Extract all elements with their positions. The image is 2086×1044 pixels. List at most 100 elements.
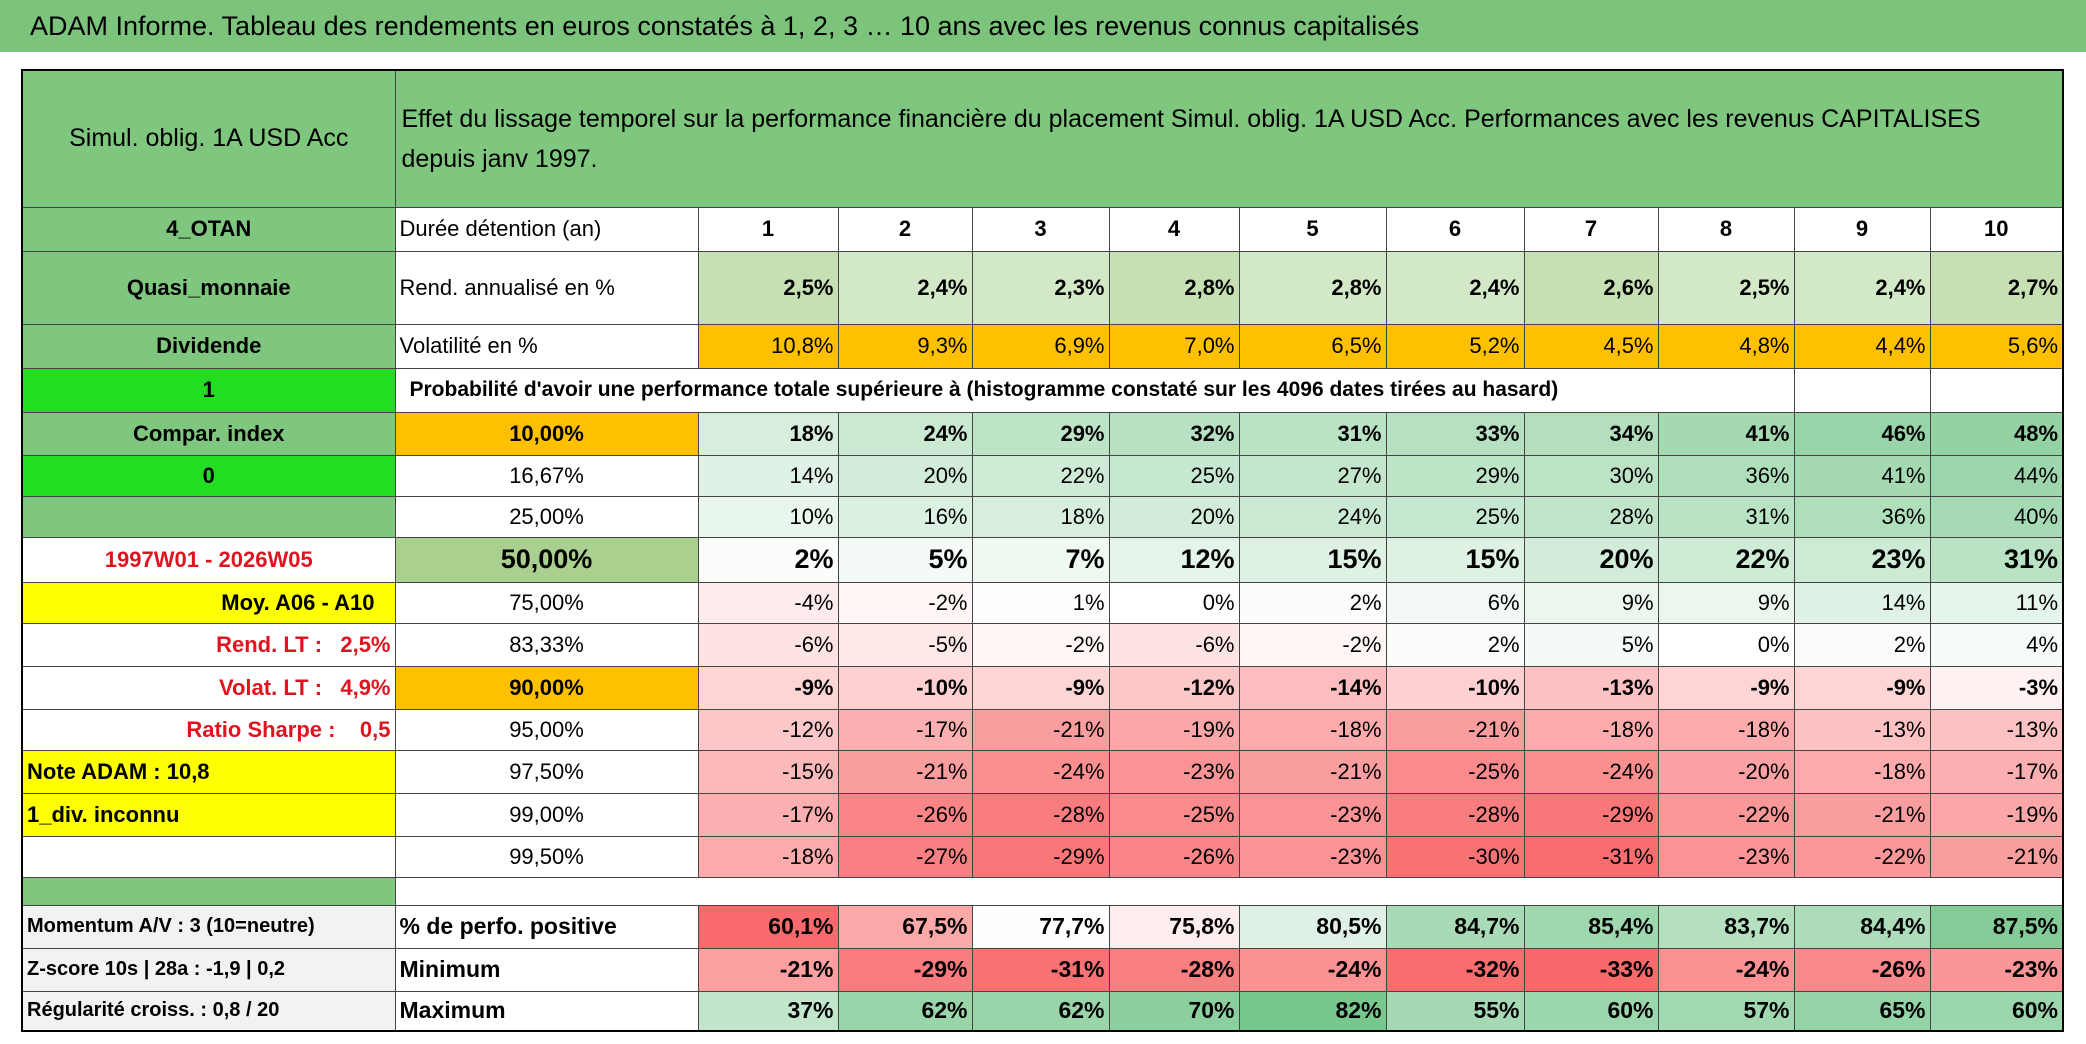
value-cell: 34% <box>1523 411 1659 456</box>
row-label: Minimum <box>394 947 699 992</box>
value-cell: -26% <box>1793 947 1931 992</box>
value-cell: 9% <box>1523 581 1659 624</box>
row-label: % de perfo. positive <box>394 904 699 949</box>
value-cell: -18% <box>1657 708 1795 751</box>
value-cell: 70% <box>1108 990 1240 1032</box>
value-cell: 75,8% <box>1108 904 1240 949</box>
row-label: 99,00% <box>394 792 699 837</box>
value-cell: -13% <box>1523 665 1659 710</box>
value-cell: 6 <box>1385 206 1525 252</box>
table-row: 1_div. inconnu 99,00% -17% -26% -28% -25% -23%… <box>21 792 2064 837</box>
value-cell: 82% <box>1238 990 1387 1032</box>
value-cell: 14% <box>697 454 839 497</box>
value-cell: 65% <box>1793 990 1931 1032</box>
value-cell: 2,8% <box>1238 250 1387 325</box>
row-label: Durée détention (an) <box>394 206 699 252</box>
value-cell: 9% <box>1657 581 1795 624</box>
summary-side: Momentum A/V : 3 (10=neutre) <box>21 904 396 949</box>
value-cell: 20% <box>837 454 973 497</box>
value-cell: 10% <box>697 495 839 538</box>
value-cell: 62% <box>837 990 973 1032</box>
value-cell: -33% <box>1523 947 1659 992</box>
value-cell: -25% <box>1108 792 1240 837</box>
value-cell: 33% <box>1385 411 1525 456</box>
value-cell: -18% <box>697 835 839 878</box>
row-label: 97,50% <box>394 749 699 794</box>
table-row: Quasi_monnaie Rend. annualisé en % 2,5% 2,4… <box>21 250 2064 325</box>
value-cell: -29% <box>971 835 1110 878</box>
value-cell: -21% <box>1793 792 1931 837</box>
value-cell: 2,3% <box>971 250 1110 325</box>
table-row: Ratio Sharpe : 0,5 95,00% -12% -17% -21% -19%… <box>21 708 2064 751</box>
side-cell: 0 <box>21 454 396 497</box>
value-cell: 18% <box>697 411 839 456</box>
value-cell: 24% <box>837 411 973 456</box>
value-cell: 3 <box>971 206 1110 252</box>
value-cell: 84,7% <box>1385 904 1525 949</box>
value-cell: 41% <box>1793 454 1931 497</box>
value-cell: -4% <box>697 581 839 624</box>
value-cell: -30% <box>1385 835 1525 878</box>
value-cell: 2% <box>697 536 839 583</box>
value-cell: -5% <box>837 622 973 667</box>
value-cell: -18% <box>1523 708 1659 751</box>
value-cell: -28% <box>971 792 1110 837</box>
side-cell: 1997W01 - 2026W05 <box>21 536 396 583</box>
value-cell: 20% <box>1523 536 1659 583</box>
value-cell: 10 <box>1929 206 2064 252</box>
value-cell: -10% <box>1385 665 1525 710</box>
value-cell: 7,0% <box>1108 323 1240 369</box>
value-cell: -6% <box>697 622 839 667</box>
value-cell: 2% <box>1238 581 1387 624</box>
value-cell: -29% <box>837 947 973 992</box>
value-cell: 27% <box>1238 454 1387 497</box>
value-cell: 80,5% <box>1238 904 1387 949</box>
side-cell: Note ADAM : 10,8 <box>21 749 396 794</box>
table-row: Note ADAM : 10,8 97,50% -15% -21% -24% -23% -2… <box>21 749 2064 794</box>
value-cell: 48% <box>1929 411 2064 456</box>
value-cell: 5,2% <box>1385 323 1525 369</box>
value-cell: 1% <box>971 581 1110 624</box>
value-cell: -23% <box>1108 749 1240 794</box>
value-cell: 23% <box>1793 536 1931 583</box>
value-cell: 46% <box>1793 411 1931 456</box>
description: Effet du lissage temporel sur la perform… <box>394 69 2064 208</box>
value-cell: -22% <box>1793 835 1931 878</box>
summary-row: Régularité croiss. : 0,8 / 20 Maximum 37% 6… <box>21 990 2064 1032</box>
value-cell: 57% <box>1657 990 1795 1032</box>
value-cell: -2% <box>971 622 1110 667</box>
value-cell: 77,7% <box>971 904 1110 949</box>
value-cell: 4 <box>1108 206 1240 252</box>
value-cell: -17% <box>697 792 839 837</box>
value-cell: 41% <box>1657 411 1795 456</box>
value-cell: 22% <box>1657 536 1795 583</box>
value-cell: -12% <box>697 708 839 751</box>
value-cell: 55% <box>1385 990 1525 1032</box>
value-cell: 60% <box>1523 990 1659 1032</box>
summary-row: Z-score 10s | 28a : -1,9 | 0,2 Minimum -21… <box>21 947 2064 992</box>
value-cell: 4% <box>1929 622 2064 667</box>
value-cell: -27% <box>837 835 973 878</box>
title-bar: ADAM Informe. Tableau des rendements en … <box>0 0 2086 52</box>
value-cell: -24% <box>1657 947 1795 992</box>
value-cell: -17% <box>837 708 973 751</box>
value-cell: 2% <box>1793 622 1931 667</box>
value-cell: -28% <box>1108 947 1240 992</box>
value-cell: 2 <box>837 206 973 252</box>
empty-cell <box>1929 367 2064 413</box>
value-cell: 32% <box>1108 411 1240 456</box>
value-cell: 67,5% <box>837 904 973 949</box>
value-cell: -23% <box>1929 947 2064 992</box>
side-cell: Dividende <box>21 323 396 369</box>
value-cell: 36% <box>1657 454 1795 497</box>
value-cell: -18% <box>1238 708 1387 751</box>
value-cell: 2,5% <box>1657 250 1795 325</box>
value-cell: 24% <box>1238 495 1387 538</box>
value-cell: 8 <box>1657 206 1795 252</box>
value-cell: 4,4% <box>1793 323 1931 369</box>
table-row: Compar. index 10,00% 18% 24% 29% 32% 31% 33% 34%… <box>21 411 2064 456</box>
value-cell: 31% <box>1929 536 2064 583</box>
value-cell: 6,9% <box>971 323 1110 369</box>
value-cell: -2% <box>837 581 973 624</box>
